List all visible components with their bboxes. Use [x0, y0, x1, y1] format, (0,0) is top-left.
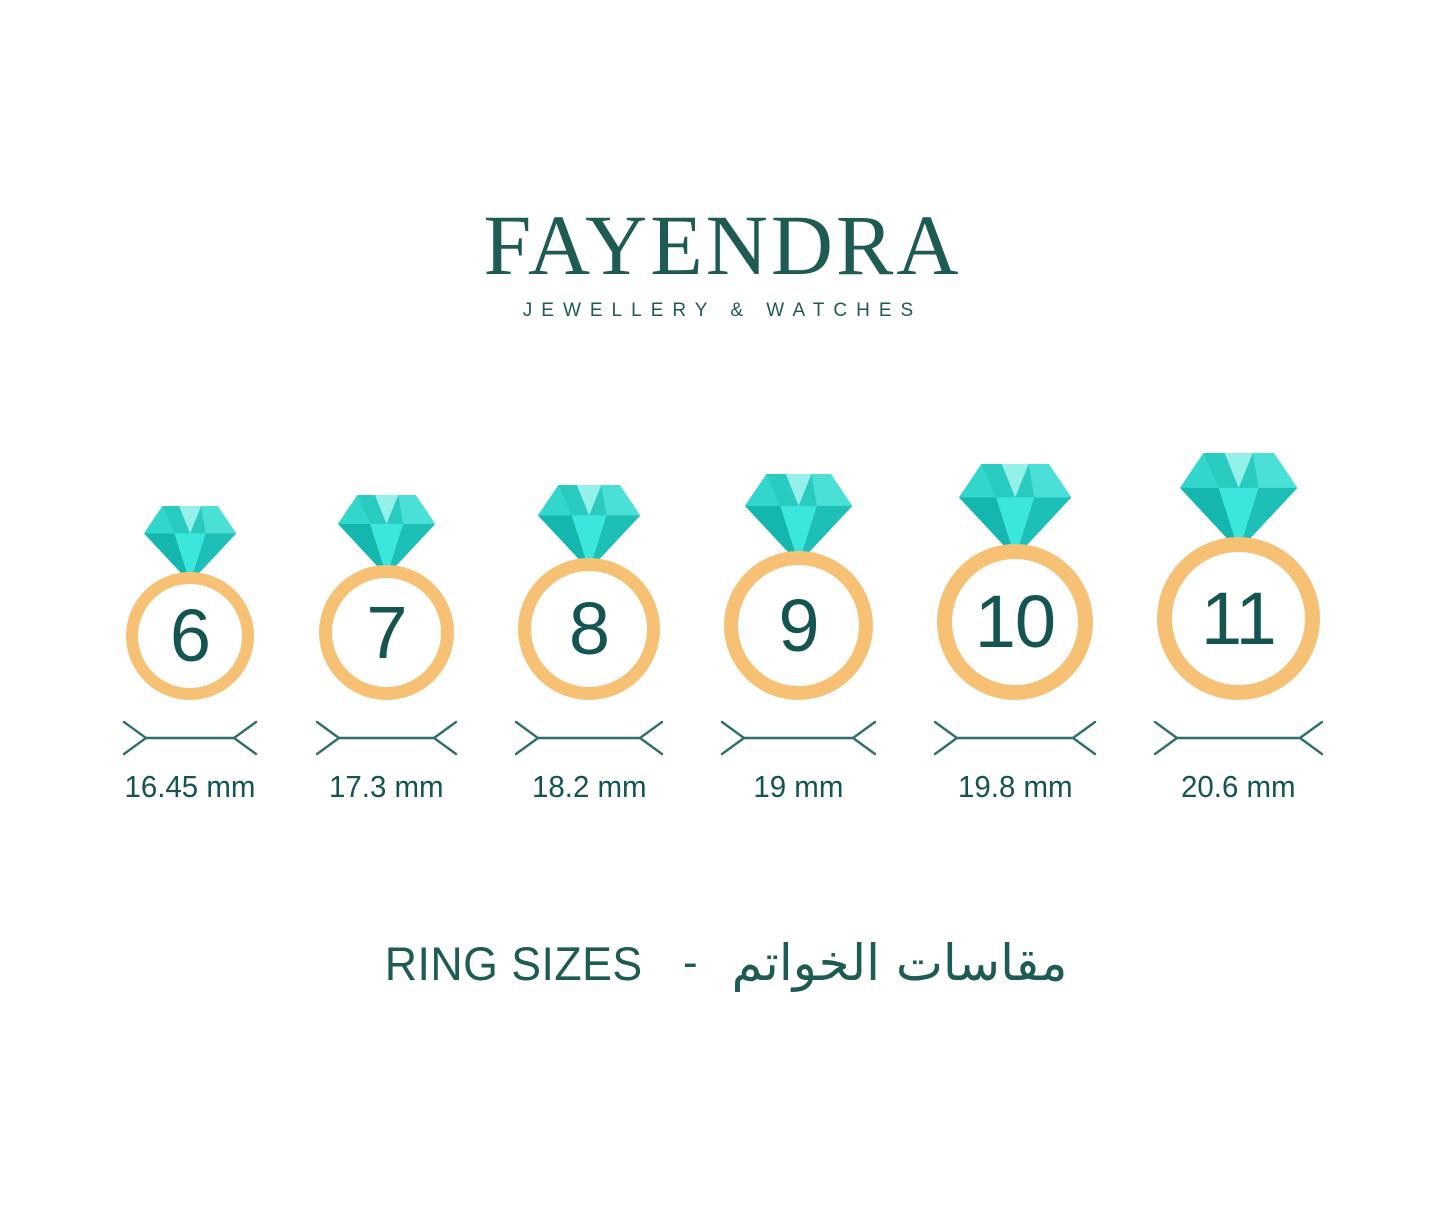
- diameter-arrow-line: [1153, 720, 1324, 756]
- diameter-label: 19 mm: [753, 769, 844, 804]
- ring-size-number: 10: [974, 580, 1056, 663]
- ring-item: 8 18.2 mm: [514, 484, 664, 808]
- ring-band: 6: [126, 572, 254, 700]
- diamond-icon: [744, 474, 853, 564]
- diamond-icon: [1179, 453, 1298, 551]
- ring-size-number: 6: [169, 594, 211, 677]
- brand-name: FAYENDRA: [483, 197, 962, 293]
- diameter-arrow-line: [122, 720, 258, 756]
- caption-title-ar: مقاسات الخواتم: [731, 934, 1068, 992]
- diameter-label: 18.2 mm: [531, 769, 647, 804]
- ring-item: 9 19 mm: [720, 474, 877, 808]
- diameter-arrow-line: [933, 720, 1097, 756]
- ring-band: 10: [936, 544, 1093, 700]
- ring-band: 11: [1156, 537, 1320, 700]
- caption: RING SIZES - مقاسات الخواتم: [0, 928, 1445, 998]
- diamond-icon: [143, 506, 237, 583]
- ring-size-number: 11: [1201, 576, 1277, 660]
- diameter-arrow-line: [720, 720, 877, 756]
- ring-band: 9: [723, 551, 873, 700]
- diameter-arrow-line: [315, 720, 458, 756]
- diameter-label: 19.8 mm: [957, 769, 1073, 804]
- caption-dash: -: [683, 938, 698, 987]
- brand-tagline: JEWELLERY & WATCHES: [522, 300, 923, 321]
- ring-size-number: 7: [366, 590, 407, 674]
- ring-item: 6 16.45 mm: [121, 506, 259, 808]
- ring-item: 10 19.8 mm: [933, 463, 1097, 808]
- ring-item: 11 20.6 mm: [1153, 453, 1324, 808]
- diamond-icon: [537, 484, 641, 571]
- diameter-label: 16.45 mm: [124, 769, 256, 804]
- ring-band: 8: [517, 558, 660, 700]
- diamond-icon: [958, 463, 1072, 558]
- brand-logo: FAYENDRA JEWELLERY & WATCHES: [0, 202, 1445, 322]
- rings-row: 6 16.45 mm 7 17.3 mm: [0, 440, 1445, 808]
- diameter-arrow-line: [514, 720, 664, 756]
- ring-band: 7: [318, 565, 454, 700]
- ring-item: 7 17.3 mm: [315, 495, 458, 808]
- ring-size-number: 9: [778, 583, 819, 667]
- caption-title-en: RING SIZES: [384, 936, 643, 990]
- diameter-label: 20.6 mm: [1181, 769, 1296, 804]
- diameter-label: 17.3 mm: [329, 769, 444, 804]
- ring-size-number: 8: [568, 587, 610, 670]
